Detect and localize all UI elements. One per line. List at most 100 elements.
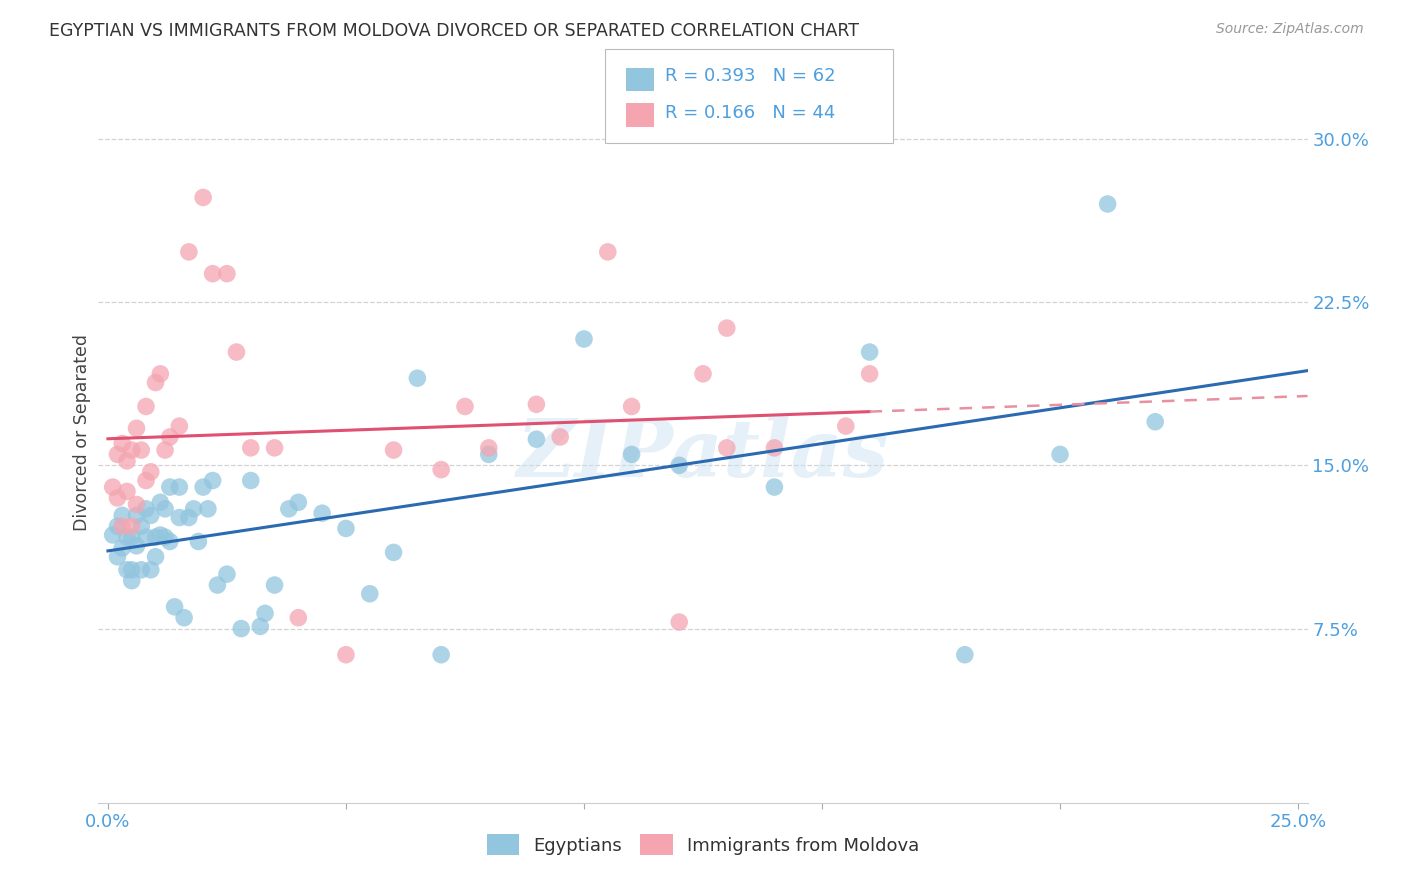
Point bbox=[197, 501, 219, 516]
Point bbox=[359, 587, 381, 601]
Point bbox=[169, 480, 191, 494]
Point bbox=[177, 510, 200, 524]
Point bbox=[101, 480, 124, 494]
Point bbox=[335, 648, 357, 662]
Point bbox=[207, 578, 229, 592]
Point bbox=[115, 530, 138, 544]
Point bbox=[382, 443, 405, 458]
Point bbox=[163, 599, 186, 614]
Point bbox=[692, 367, 714, 381]
Point bbox=[125, 498, 148, 512]
Point bbox=[191, 190, 214, 204]
Point bbox=[107, 491, 129, 505]
Point bbox=[169, 510, 191, 524]
Point bbox=[115, 484, 138, 499]
Point bbox=[111, 541, 134, 555]
Point bbox=[111, 436, 134, 450]
Point bbox=[835, 419, 858, 434]
Point bbox=[121, 443, 143, 458]
Point bbox=[263, 578, 285, 592]
Point bbox=[145, 549, 167, 564]
Point bbox=[135, 501, 157, 516]
Point bbox=[115, 454, 138, 468]
Point bbox=[173, 611, 195, 625]
Point bbox=[215, 567, 238, 582]
Point bbox=[121, 519, 143, 533]
Point bbox=[107, 549, 129, 564]
Point bbox=[129, 519, 152, 533]
Point bbox=[716, 321, 738, 335]
Point bbox=[159, 534, 181, 549]
Y-axis label: Divorced or Separated: Divorced or Separated bbox=[73, 334, 91, 531]
Point bbox=[239, 441, 262, 455]
Point bbox=[115, 563, 138, 577]
Point bbox=[139, 465, 162, 479]
Point bbox=[763, 480, 786, 494]
Text: ZIPatlas: ZIPatlas bbox=[517, 416, 889, 493]
Legend: Egyptians, Immigrants from Moldova: Egyptians, Immigrants from Moldova bbox=[478, 825, 928, 864]
Point bbox=[145, 376, 167, 390]
Point bbox=[430, 462, 453, 476]
Point bbox=[596, 244, 619, 259]
Point bbox=[287, 611, 309, 625]
Point bbox=[668, 615, 690, 629]
Point bbox=[1144, 415, 1167, 429]
Point bbox=[201, 267, 224, 281]
Point bbox=[149, 495, 172, 509]
Point bbox=[572, 332, 595, 346]
Point bbox=[249, 619, 271, 633]
Point bbox=[139, 563, 162, 577]
Point bbox=[335, 521, 357, 535]
Point bbox=[121, 574, 143, 588]
Point bbox=[287, 495, 309, 509]
Point bbox=[107, 447, 129, 461]
Point bbox=[225, 345, 247, 359]
Point bbox=[953, 648, 976, 662]
Point bbox=[121, 530, 143, 544]
Point bbox=[478, 441, 501, 455]
Point bbox=[263, 441, 285, 455]
Point bbox=[859, 345, 882, 359]
Point bbox=[231, 622, 253, 636]
Text: Source: ZipAtlas.com: Source: ZipAtlas.com bbox=[1216, 22, 1364, 37]
Point bbox=[478, 447, 501, 461]
Point bbox=[620, 400, 643, 414]
Point bbox=[201, 474, 224, 488]
Point bbox=[121, 563, 143, 577]
Point bbox=[548, 430, 571, 444]
Point bbox=[129, 563, 152, 577]
Point bbox=[169, 419, 191, 434]
Point bbox=[524, 432, 547, 446]
Point bbox=[129, 443, 152, 458]
Point bbox=[159, 480, 181, 494]
Point bbox=[524, 397, 547, 411]
Point bbox=[149, 367, 172, 381]
Point bbox=[277, 501, 299, 516]
Point bbox=[177, 244, 200, 259]
Point bbox=[716, 441, 738, 455]
Point bbox=[191, 480, 214, 494]
Point bbox=[454, 400, 477, 414]
Point bbox=[153, 530, 176, 544]
Point bbox=[135, 474, 157, 488]
Text: EGYPTIAN VS IMMIGRANTS FROM MOLDOVA DIVORCED OR SEPARATED CORRELATION CHART: EGYPTIAN VS IMMIGRANTS FROM MOLDOVA DIVO… bbox=[49, 22, 859, 40]
Point bbox=[153, 443, 176, 458]
Point bbox=[406, 371, 429, 385]
Point bbox=[139, 508, 162, 523]
Point bbox=[239, 474, 262, 488]
Point bbox=[149, 528, 172, 542]
Point bbox=[382, 545, 405, 559]
Point bbox=[145, 530, 167, 544]
Text: R = 0.393   N = 62: R = 0.393 N = 62 bbox=[665, 67, 835, 85]
Point bbox=[1049, 447, 1071, 461]
Point bbox=[859, 367, 882, 381]
Point bbox=[125, 421, 148, 435]
Text: R = 0.166   N = 44: R = 0.166 N = 44 bbox=[665, 104, 835, 122]
Point bbox=[183, 501, 205, 516]
Point bbox=[254, 607, 277, 621]
Point bbox=[107, 519, 129, 533]
Point bbox=[311, 506, 333, 520]
Point bbox=[1097, 197, 1119, 211]
Point bbox=[125, 508, 148, 523]
Point bbox=[187, 534, 209, 549]
